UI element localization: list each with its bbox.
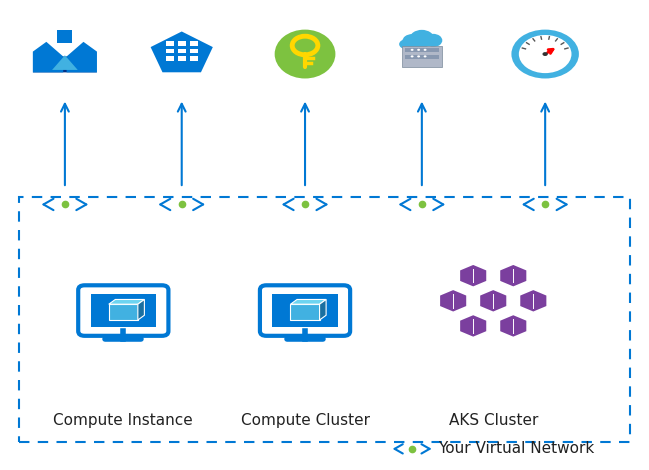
Polygon shape <box>480 289 507 313</box>
Text: Compute Instance: Compute Instance <box>53 413 193 428</box>
FancyBboxPatch shape <box>91 294 156 327</box>
FancyBboxPatch shape <box>79 285 169 336</box>
Polygon shape <box>291 299 326 304</box>
FancyBboxPatch shape <box>178 48 186 54</box>
FancyBboxPatch shape <box>165 56 175 61</box>
FancyBboxPatch shape <box>260 285 350 336</box>
Text: Your Virtual Network: Your Virtual Network <box>438 441 594 456</box>
Polygon shape <box>439 289 467 313</box>
FancyBboxPatch shape <box>178 56 186 61</box>
Ellipse shape <box>275 30 336 78</box>
Polygon shape <box>459 314 487 337</box>
Polygon shape <box>519 289 547 313</box>
FancyBboxPatch shape <box>58 30 72 43</box>
Polygon shape <box>33 42 63 72</box>
Polygon shape <box>319 299 326 320</box>
Text: AKS Cluster: AKS Cluster <box>448 413 538 428</box>
Circle shape <box>511 30 579 78</box>
Circle shape <box>424 49 426 51</box>
Circle shape <box>519 35 572 73</box>
Polygon shape <box>138 299 144 320</box>
FancyBboxPatch shape <box>405 48 439 52</box>
FancyBboxPatch shape <box>190 48 199 54</box>
Text: Compute Cluster: Compute Cluster <box>241 413 369 428</box>
Polygon shape <box>499 314 527 337</box>
Circle shape <box>411 49 413 51</box>
FancyBboxPatch shape <box>109 304 138 320</box>
Circle shape <box>402 34 422 48</box>
FancyBboxPatch shape <box>405 55 439 58</box>
FancyBboxPatch shape <box>402 46 443 67</box>
Polygon shape <box>499 264 527 287</box>
Circle shape <box>417 49 420 51</box>
FancyBboxPatch shape <box>190 56 199 61</box>
Circle shape <box>424 55 426 57</box>
Circle shape <box>399 39 412 49</box>
Polygon shape <box>459 264 487 287</box>
Circle shape <box>543 52 548 56</box>
FancyBboxPatch shape <box>178 41 186 46</box>
Circle shape <box>410 30 434 48</box>
FancyBboxPatch shape <box>165 41 175 46</box>
Polygon shape <box>109 299 144 304</box>
Polygon shape <box>67 42 97 72</box>
FancyBboxPatch shape <box>165 48 175 54</box>
Circle shape <box>417 55 420 57</box>
FancyBboxPatch shape <box>190 41 199 46</box>
Polygon shape <box>52 55 78 70</box>
Polygon shape <box>33 56 97 72</box>
Circle shape <box>411 55 413 57</box>
FancyBboxPatch shape <box>291 304 319 320</box>
FancyBboxPatch shape <box>273 294 337 327</box>
Circle shape <box>424 34 443 47</box>
Polygon shape <box>151 31 213 72</box>
